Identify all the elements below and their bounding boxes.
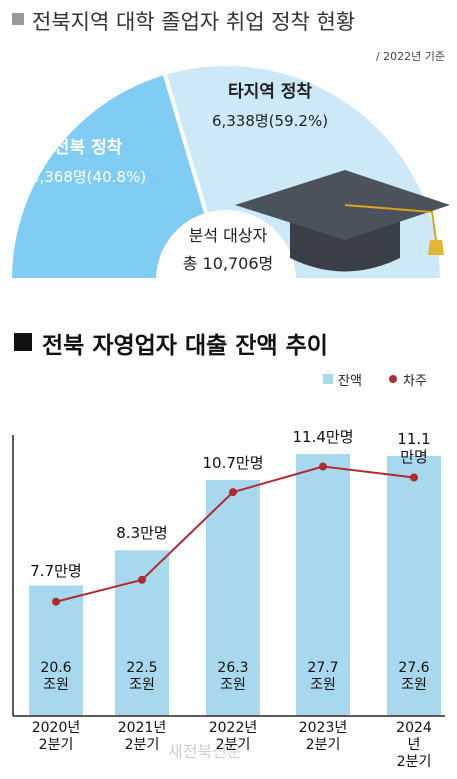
x-tick-label: 2022년 2분기 xyxy=(208,720,258,753)
bar-label: 27.7 조원 xyxy=(307,660,339,693)
center-label: 분석 대상자 xyxy=(188,226,268,245)
line-point xyxy=(52,597,60,606)
legend-label: 차주 xyxy=(403,374,427,389)
point-label: 7.7만명 xyxy=(30,561,82,580)
bar xyxy=(296,454,350,715)
legend-swatch xyxy=(389,375,397,383)
watermark: 새전북신문 xyxy=(168,742,242,761)
bar xyxy=(29,585,83,715)
point-label: 8.3만명 xyxy=(116,524,168,543)
point-label: 11.4만명 xyxy=(292,428,354,447)
bar-label: 22.5 조원 xyxy=(126,660,158,693)
line-point xyxy=(410,473,418,482)
baseline xyxy=(10,278,442,282)
bar-label: 26.3 조원 xyxy=(217,660,249,693)
slice-label: 타지역 정착 xyxy=(227,82,313,102)
x-tick-label: 2021년 2분기 xyxy=(117,720,167,753)
x-tick-label: 2020년 2분기 xyxy=(31,720,81,753)
legend-label: 잔액 xyxy=(338,374,362,389)
legend-swatch xyxy=(323,374,333,384)
graduation-cap xyxy=(235,170,450,272)
line-point xyxy=(138,575,146,584)
bar xyxy=(206,479,260,715)
total-label: 총 10,706명 xyxy=(182,254,274,273)
title-marker xyxy=(12,13,24,25)
line-point xyxy=(229,488,237,497)
point-label: 11.1만명 xyxy=(397,429,431,466)
title: 전북 자영업자 대출 잔액 추이 xyxy=(42,333,328,359)
x-tick-label: 2024년 2분기 xyxy=(396,720,432,770)
title-marker xyxy=(14,333,32,351)
title: 전북지역 대학 졸업자 취업 정착 현황 xyxy=(32,10,356,34)
bar-label: 20.6 조원 xyxy=(40,660,72,693)
note: / 2022년 기준 xyxy=(375,50,445,63)
line-point xyxy=(319,462,327,471)
slice-value: 6,338명(59.2%) xyxy=(211,112,329,130)
bar xyxy=(387,455,441,715)
point-label: 10.7만명 xyxy=(202,453,264,472)
x-tick-label: 2023년 2분기 xyxy=(298,720,348,753)
bar-label: 27.6 조원 xyxy=(398,660,430,693)
pie-slice xyxy=(7,70,210,282)
slice-label: 전북 정착 xyxy=(53,138,123,158)
slice-value: 4,368명(40.8%) xyxy=(29,168,147,186)
